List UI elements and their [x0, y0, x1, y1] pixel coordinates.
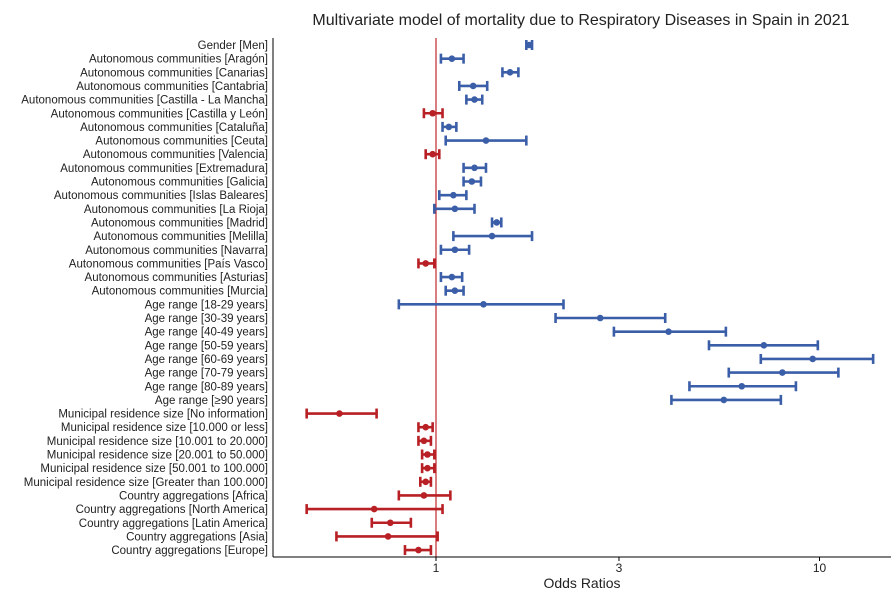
y-label-autonomous-communities-murcia: Autonomous communities [Murcia]	[92, 286, 268, 298]
point-autonomous-communities-valencia	[429, 150, 436, 158]
point-gender-men	[525, 41, 533, 49]
y-label-age-range-60-69-years: Age range [60-69 years]	[145, 354, 268, 366]
point-age-range-30-39-years	[596, 314, 604, 322]
y-label-municipal-residence-size-greater-than-100-000: Municipal residence size [Greater than 1…	[24, 477, 268, 489]
y-label-country-aggregations-latin-america: Country aggregations [Latin America]	[79, 518, 268, 530]
point-autonomous-communities-castilla-la-mancha	[471, 96, 478, 103]
y-label-autonomous-communities-melilla: Autonomous communities [Melilla]	[94, 231, 269, 243]
y-label-age-range-50-59-years: Age range [50-59 years]	[145, 340, 268, 352]
y-label-age-range-40-49-years: Age range [40-49 years]	[145, 327, 268, 339]
y-label-municipal-residence-size-50-001-to-100-000: Municipal residence size [50.001 to 100.…	[40, 463, 268, 475]
y-label-autonomous-communities-la-rioja: Autonomous communities [La Rioja]	[84, 204, 268, 216]
y-label-autonomous-communities-extremadura: Autonomous communities [Extremadura]	[60, 163, 268, 175]
point-autonomous-communities-pa-s-vasco	[422, 260, 429, 267]
point-age-range-18-29-years	[480, 301, 487, 308]
point-municipal-residence-size-10-000-or-less	[422, 423, 429, 431]
y-label-autonomous-communities-valencia: Autonomous communities [Valencia]	[83, 149, 268, 161]
y-label-country-aggregations-asia: Country aggregations [Asia]	[126, 531, 268, 543]
chart-title: Multivariate model of mortality due to R…	[312, 12, 849, 29]
point-country-aggregations-latin-america	[386, 519, 394, 527]
y-label-autonomous-communities-asturias: Autonomous communities [Asturias]	[85, 272, 268, 284]
y-label-age-range-30-39-years: Age range [30-39 years]	[145, 313, 268, 325]
plot-marks	[305, 38, 875, 557]
y-label-autonomous-communities-galicia: Autonomous communities [Galicia]	[91, 177, 268, 189]
point-autonomous-communities-murcia	[451, 287, 459, 295]
y-label-autonomous-communities-ceuta: Autonomous communities [Ceuta]	[95, 136, 268, 148]
point-autonomous-communities-madrid	[493, 219, 501, 226]
y-label-autonomous-communities-castilla-y-le-n: Autonomous communities [Castilla y León]	[51, 108, 268, 120]
point-autonomous-communities-cantabria	[469, 82, 477, 90]
y-label-country-aggregations-north-america: Country aggregations [North America]	[76, 504, 268, 516]
point-autonomous-communities-navarra	[451, 246, 459, 254]
y-label-age-range-80-89-years: Age range [80-89 years]	[145, 381, 268, 393]
point-country-aggregations-europe	[415, 546, 422, 554]
point-municipal-residence-size-20-001-to-50-000	[424, 451, 431, 458]
y-label-gender-men: Gender [Men]	[198, 40, 268, 52]
y-label-autonomous-communities-arag-n: Autonomous communities [Aragón]	[89, 54, 268, 66]
y-label-autonomous-communities-islas-baleares: Autonomous communities [Islas Baleares]	[54, 190, 268, 202]
point-autonomous-communities-extremadura	[471, 164, 478, 172]
point-autonomous-communities-catalu-a	[445, 123, 453, 131]
y-label-country-aggregations-europe: Country aggregations [Europe]	[111, 545, 268, 557]
y-label-autonomous-communities-navarra: Autonomous communities [Navarra]	[85, 245, 268, 257]
point-municipal-residence-size-no-information	[336, 410, 343, 417]
point-municipal-residence-size-10-001-to-20-000	[420, 437, 428, 445]
point-age-range-80-89-years	[738, 382, 746, 390]
point-age-range-50-59-years	[760, 342, 768, 349]
y-label-municipal-residence-size-20-001-to-50-000: Municipal residence size [20.001 to 50.0…	[47, 450, 268, 462]
y-label-municipal-residence-size-10-000-or-less: Municipal residence size [10.000 or less…	[61, 422, 268, 434]
y-label-municipal-residence-size-no-information: Municipal residence size [No information…	[58, 409, 268, 421]
y-label-age-range-18-29-years: Age range [18-29 years]	[145, 299, 268, 311]
x-tick-label-1: 1	[433, 561, 440, 575]
point-autonomous-communities-galicia	[468, 178, 476, 185]
y-label-country-aggregations-africa: Country aggregations [Africa]	[119, 490, 268, 502]
y-label-autonomous-communities-madrid: Autonomous communities [Madrid]	[91, 217, 268, 229]
x-tick-label-3: 3	[616, 561, 623, 575]
point-autonomous-communities-ceuta	[482, 137, 490, 144]
point-age-range-70-79-years	[779, 369, 786, 376]
y-label-autonomous-communities-pa-s-vasco: Autonomous communities [País Vasco]	[69, 258, 268, 270]
point-autonomous-communities-asturias	[448, 273, 456, 281]
point-age-range-90-years	[720, 396, 728, 404]
point-autonomous-communities-arag-n	[448, 55, 456, 62]
point-country-aggregations-africa	[420, 492, 428, 499]
point-autonomous-communities-castilla-y-le-n	[429, 109, 436, 117]
y-label-autonomous-communities-cantabria: Autonomous communities [Cantabria]	[76, 81, 268, 93]
y-label-autonomous-communities-catalu-a: Autonomous communities [Cataluña]	[80, 122, 268, 134]
point-municipal-residence-size-50-001-to-100-000	[424, 464, 431, 472]
point-autonomous-communities-melilla	[488, 232, 496, 240]
x-axis-label: Odds Ratios	[543, 575, 620, 590]
point-autonomous-communities-islas-baleares	[450, 191, 457, 199]
point-country-aggregations-asia	[384, 533, 392, 540]
point-age-range-40-49-years	[665, 328, 672, 335]
point-country-aggregations-north-america	[370, 505, 378, 513]
x-axis-ticks: 1 3 10	[433, 557, 827, 575]
y-label-age-range-90-years: Age range [≥90 years]	[155, 395, 268, 407]
point-age-range-60-69-years	[809, 355, 817, 363]
y-label-age-range-70-79-years: Age range [70-79 years]	[145, 368, 268, 380]
x-tick-label-10: 10	[813, 561, 827, 575]
point-municipal-residence-size-greater-than-100-000	[422, 478, 429, 486]
point-autonomous-communities-la-rioja	[451, 205, 459, 213]
y-label-municipal-residence-size-10-001-to-20-000: Municipal residence size [10.001 to 20.0…	[47, 436, 268, 448]
y-label-autonomous-communities-canarias: Autonomous communities [Canarias]	[80, 67, 268, 79]
y-label-autonomous-communities-castilla-la-mancha: Autonomous communities [Castilla - La Ma…	[21, 95, 268, 107]
point-autonomous-communities-canarias	[506, 69, 514, 76]
y-axis-labels: Gender [Men] Autonomous communities [Arag…	[21, 40, 268, 557]
